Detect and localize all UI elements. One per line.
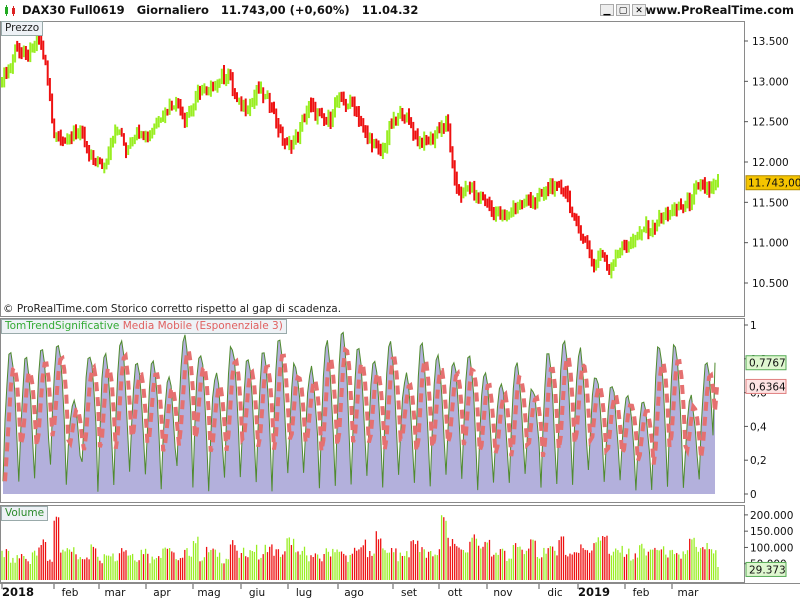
ema-line (3, 346, 719, 482)
site-url[interactable]: www.ProRealTime.com (645, 3, 794, 17)
month-label: giu (249, 587, 265, 599)
period-label: Giornaliero (136, 3, 209, 17)
volume-tick-label: 100.000 (750, 542, 793, 554)
axes: 10.500 11.000 11.500 12.000 12.500 13.000 13.5… (1, 36, 800, 599)
ema-last-badge (745, 378, 787, 394)
quote-time: 11.04.32 (361, 3, 419, 17)
volume-last-badge (745, 561, 787, 577)
indicator-tick-label: 0,2 (750, 455, 767, 467)
price-tick-label: 11.500 (752, 197, 789, 209)
panel-frame (0, 21, 745, 317)
symbol-name: DAX30 Full0619 (22, 3, 125, 17)
indicator-panel-label[interactable]: TomTrendSignificative Media Mobile (Espo… (1, 319, 287, 334)
chart-header: DAX30 Full0619 Giornaliero 11.743,00 (+0… (0, 0, 800, 20)
volume-tick-label: 200.000 (750, 510, 793, 522)
month-label: nov (493, 587, 512, 599)
copyright-text: © ProRealTime.com Storico corretto rispe… (3, 303, 342, 315)
last-price-badge-label: 11.743,00 (748, 178, 800, 190)
volume-tick-label: 150.000 (750, 526, 793, 538)
indicator-tick-label: 1 (750, 320, 757, 332)
month-label: feb (62, 587, 79, 599)
month-label: mar (678, 587, 700, 599)
indicator-last-badge (745, 355, 787, 371)
month-label: dic (547, 587, 563, 599)
last-price: 11.743,00 (+0,60%) (220, 3, 350, 17)
price-tick-label: 10.500 (752, 278, 789, 290)
price-panel-label[interactable]: Prezzo (1, 21, 44, 36)
indicator-last-badge-label: 0,7767 (749, 358, 786, 370)
price-candles (1, 32, 719, 279)
indicator-line (2, 331, 716, 492)
volume-bars (1, 515, 719, 580)
month-label: set (401, 587, 417, 599)
month-label: apr (153, 587, 171, 599)
price-tick-label: 13.500 (752, 36, 789, 48)
price-tick-label: 12.500 (752, 117, 789, 129)
month-label: ott (448, 587, 463, 599)
ema-last-badge-label: 0,6364 (749, 381, 786, 393)
month-label: mar (105, 587, 127, 599)
year-label: 2018 (2, 585, 34, 599)
candlestick-chart-icon (5, 5, 15, 16)
maximize-icon[interactable]: ▢ (616, 4, 630, 16)
month-label: feb (633, 587, 650, 599)
last-price-badge (745, 175, 800, 191)
close-icon[interactable]: ✕ (632, 4, 646, 16)
month-label: mag (197, 587, 220, 599)
indicator-tick-label: 0 (750, 489, 757, 501)
volume-last-badge-label: 29.373 (749, 564, 786, 576)
price-tick-label: 12.000 (752, 157, 789, 169)
price-tick-label: 11.000 (752, 238, 789, 250)
ema-name[interactable]: Media Mobile (Esponenziale 3) (122, 320, 283, 332)
minimize-icon[interactable]: ▁ (600, 4, 614, 16)
indicator-area (2, 331, 719, 494)
month-label: lug (296, 587, 312, 599)
indicator-tick-label: 0,4 (750, 421, 767, 433)
volume-panel-label[interactable]: Volume (1, 506, 49, 521)
year-label: 2019 (578, 585, 610, 599)
month-label: ago (344, 587, 364, 599)
indicator-name[interactable]: TomTrendSignificative (5, 320, 120, 332)
window-controls: ▁ ▢ ✕ (600, 4, 648, 16)
instrument-info: DAX30 Full0619 Giornaliero 11.743,00 (+0… (22, 3, 418, 17)
price-tick-label: 13.000 (752, 76, 789, 88)
